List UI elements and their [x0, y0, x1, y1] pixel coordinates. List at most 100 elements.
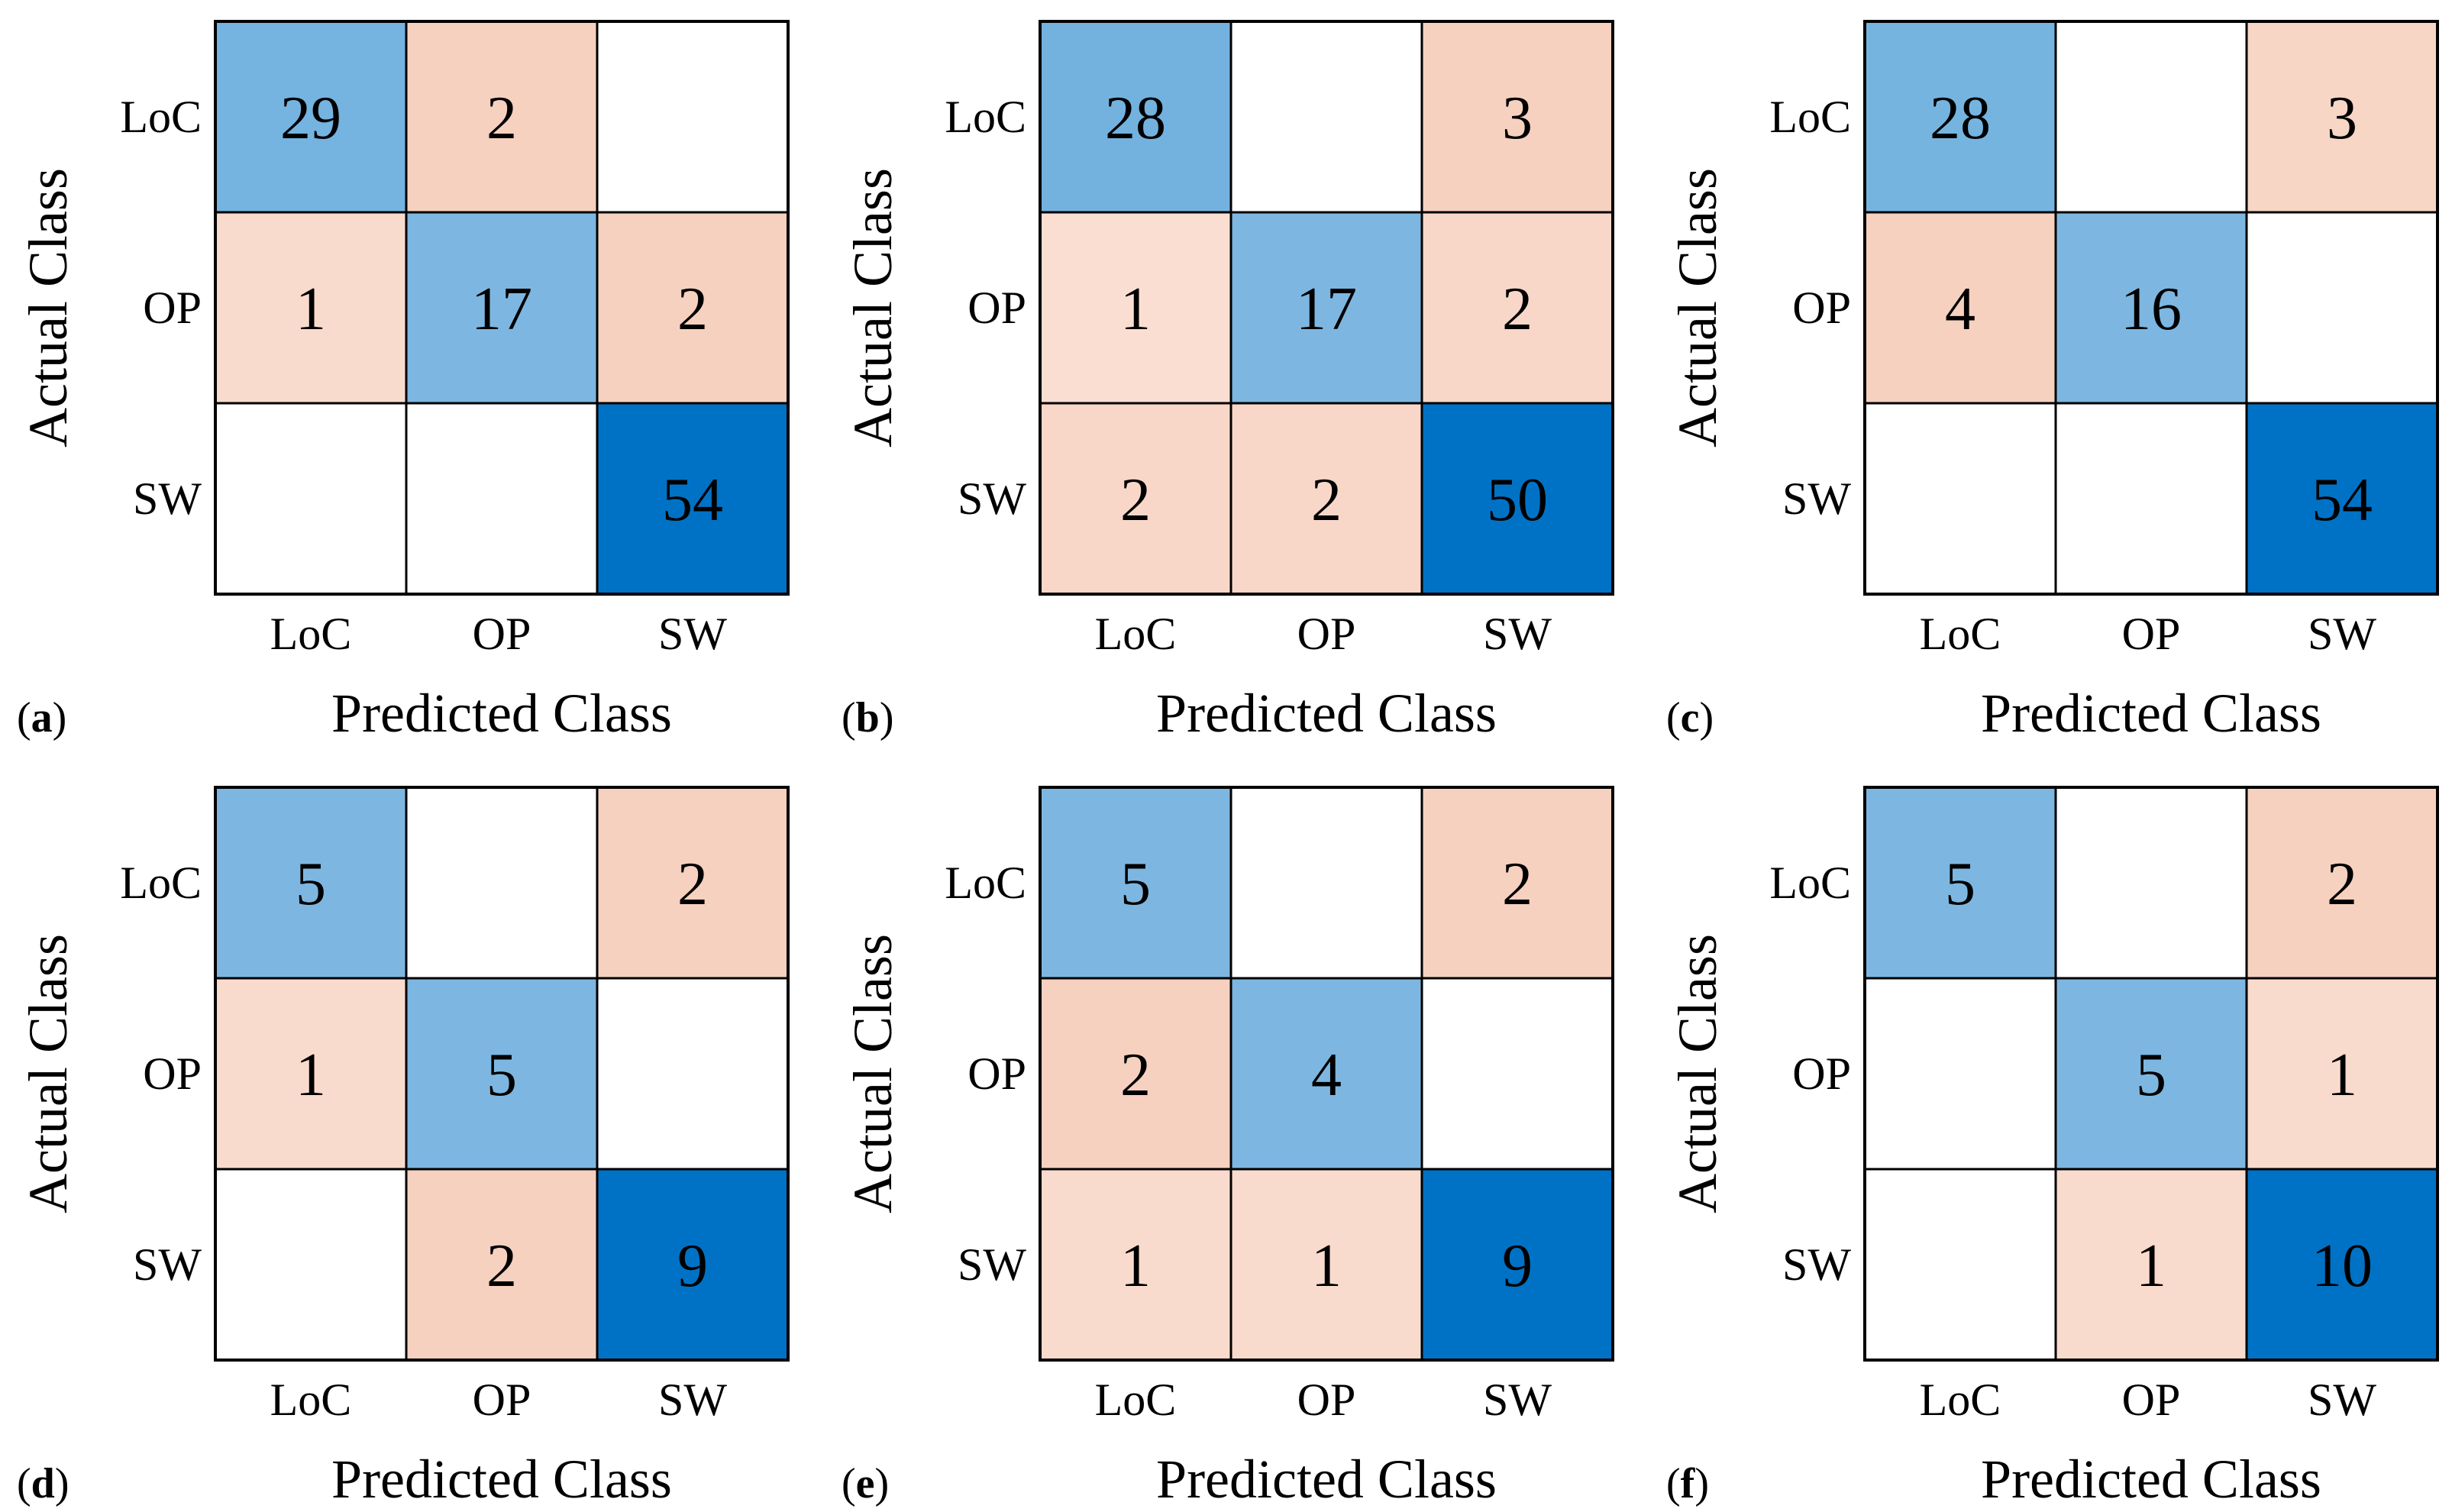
matrix-cell-loc-op	[1229, 786, 1423, 980]
confusion-matrix-panel-b: 28 3 1 17 2 2 2 50 LoC OP SW LoC OP SW Actual Class Pre…	[842, 20, 1614, 744]
matrix-cell-sw-sw	[596, 402, 790, 596]
column-tick-label: OP	[2122, 609, 2181, 659]
row-tick-label: SW	[1782, 473, 1851, 524]
column-tick-label: SW	[658, 609, 727, 659]
matrix-cell-sw-op	[1229, 1168, 1423, 1362]
cell-value-label: 54	[662, 467, 723, 534]
column-tick-label: SW	[658, 1375, 727, 1425]
row-tick-label: OP	[968, 1048, 1026, 1099]
y-axis-title: Actual Class	[842, 168, 903, 447]
row-tick-label: SW	[133, 1239, 202, 1290]
matrix-cell-op-sw	[2245, 211, 2439, 405]
y-axis-title: Actual Class	[18, 934, 79, 1213]
matrix-cell-op-loc	[1039, 977, 1232, 1171]
matrix-border	[1863, 786, 2439, 1362]
cell-value-label: 1	[1120, 276, 1151, 343]
y-axis-title: Actual Class	[1667, 168, 1728, 447]
column-tick-label: LoC	[270, 1375, 352, 1425]
x-axis-title: Predicted Class	[331, 683, 672, 744]
confusion-matrix-panel-e: 5 2 2 4 1 1 9 LoC OP SW LoC OP SW Actual Class Predict…	[842, 786, 1614, 1510]
panel-label: (a)	[17, 694, 66, 741]
matrix-border	[1039, 20, 1614, 596]
confusion-matrix-panel-f: 5 2 5 1 1 10 LoC OP SW LoC OP SW Actual Class Predict…	[1666, 786, 2439, 1510]
cell-value-label: 4	[1311, 1042, 1342, 1109]
cell-value-label: 54	[2311, 467, 2373, 534]
confusion-matrix-panel-a: 29 2 1 17 2 54 LoC OP SW LoC OP SW Actual Class Predi…	[17, 20, 790, 744]
matrix-cell-sw-sw	[1420, 1168, 1614, 1362]
matrix-cell-loc-op	[2054, 20, 2248, 214]
matrix-cell-sw-sw	[596, 1168, 790, 1362]
cell-value-label: 1	[296, 1042, 326, 1109]
matrix-cell-loc-sw	[2245, 786, 2439, 980]
cell-value-label: 28	[1105, 85, 1166, 152]
row-tick-label: OP	[143, 283, 202, 333]
confusion-matrix-panel-d: 5 2 1 5 2 9 LoC OP SW LoC OP SW Actual Class Predicte…	[17, 786, 790, 1510]
column-tick-label: LoC	[270, 609, 352, 659]
y-axis-title: Actual Class	[1667, 934, 1728, 1213]
matrix-cell-sw-op	[405, 402, 599, 596]
x-axis-title: Predicted Class	[331, 1449, 672, 1510]
matrix-cell-loc-op	[1229, 20, 1423, 214]
cell-value-label: 9	[1502, 1233, 1533, 1300]
matrix-cell-op-loc	[214, 977, 408, 1171]
matrix-cell-op-loc	[1863, 211, 2057, 405]
row-tick-label: LoC	[945, 858, 1026, 908]
matrix-cell-op-sw	[2245, 977, 2439, 1171]
x-axis-title: Predicted Class	[1981, 683, 2321, 744]
x-axis-title: Predicted Class	[1156, 683, 1497, 744]
matrix-cell-op-sw	[596, 211, 790, 405]
row-tick-label: LoC	[945, 92, 1026, 142]
cell-value-label: 17	[471, 276, 532, 343]
panel-label: (b)	[842, 694, 893, 741]
panel-label: (c)	[1666, 694, 1714, 741]
cell-value-label: 2	[486, 1233, 517, 1300]
column-tick-label: SW	[2308, 1375, 2376, 1425]
row-tick-label: SW	[1782, 1239, 1851, 1290]
matrix-cell-op-sw	[596, 977, 790, 1171]
matrix-cell-op-loc	[1039, 211, 1232, 405]
matrix-cell-op-loc	[214, 211, 408, 405]
cell-value-label: 17	[1296, 276, 1357, 343]
matrix-cell-loc-sw	[596, 20, 790, 214]
cell-value-label: 29	[280, 85, 341, 152]
cell-value-label: 2	[677, 851, 708, 918]
cell-value-label: 2	[1311, 467, 1342, 534]
row-tick-label: OP	[1792, 1048, 1851, 1099]
row-tick-label: SW	[133, 473, 202, 524]
cell-value-label: 5	[296, 851, 326, 918]
y-axis-title: Actual Class	[842, 934, 903, 1213]
column-tick-label: OP	[473, 609, 531, 659]
row-tick-label: OP	[1792, 283, 1851, 333]
cell-value-label: 3	[2327, 85, 2357, 152]
cell-value-label: 1	[2327, 1042, 2357, 1109]
matrix-cell-loc-op	[2054, 786, 2248, 980]
row-tick-label: LoC	[1769, 858, 1851, 908]
cell-value-label: 2	[1502, 276, 1533, 343]
matrix-border	[214, 20, 790, 596]
panel-label: (e)	[842, 1460, 889, 1507]
matrix-cell-sw-loc	[1863, 1168, 2057, 1362]
matrix-cell-op-op	[405, 211, 599, 405]
cell-value-label: 2	[1120, 1042, 1151, 1109]
matrix-cell-sw-loc	[1039, 402, 1232, 596]
cell-value-label: 9	[677, 1233, 708, 1300]
cell-value-label: 4	[1945, 276, 1975, 343]
matrix-cell-loc-loc	[214, 20, 408, 214]
matrix-cell-op-op	[1229, 977, 1423, 1171]
row-tick-label: OP	[143, 1048, 202, 1099]
matrix-cell-op-op	[1229, 211, 1423, 405]
column-tick-label: SW	[2308, 609, 2376, 659]
matrix-cell-sw-sw	[2245, 402, 2439, 596]
column-tick-label: OP	[473, 1375, 531, 1425]
matrix-cell-loc-op	[405, 786, 599, 980]
cell-value-label: 5	[1945, 851, 1975, 918]
matrix-cell-sw-loc	[1863, 402, 2057, 596]
matrix-cell-sw-op	[2054, 402, 2248, 596]
matrix-cell-op-sw	[1420, 211, 1614, 405]
matrix-cell-loc-loc	[1863, 20, 2057, 214]
cell-value-label: 10	[2311, 1233, 2373, 1300]
cell-value-label: 16	[2121, 276, 2182, 343]
matrix-cell-op-op	[405, 977, 599, 1171]
column-tick-label: SW	[1483, 609, 1552, 659]
cell-value-label: 2	[1120, 467, 1151, 534]
